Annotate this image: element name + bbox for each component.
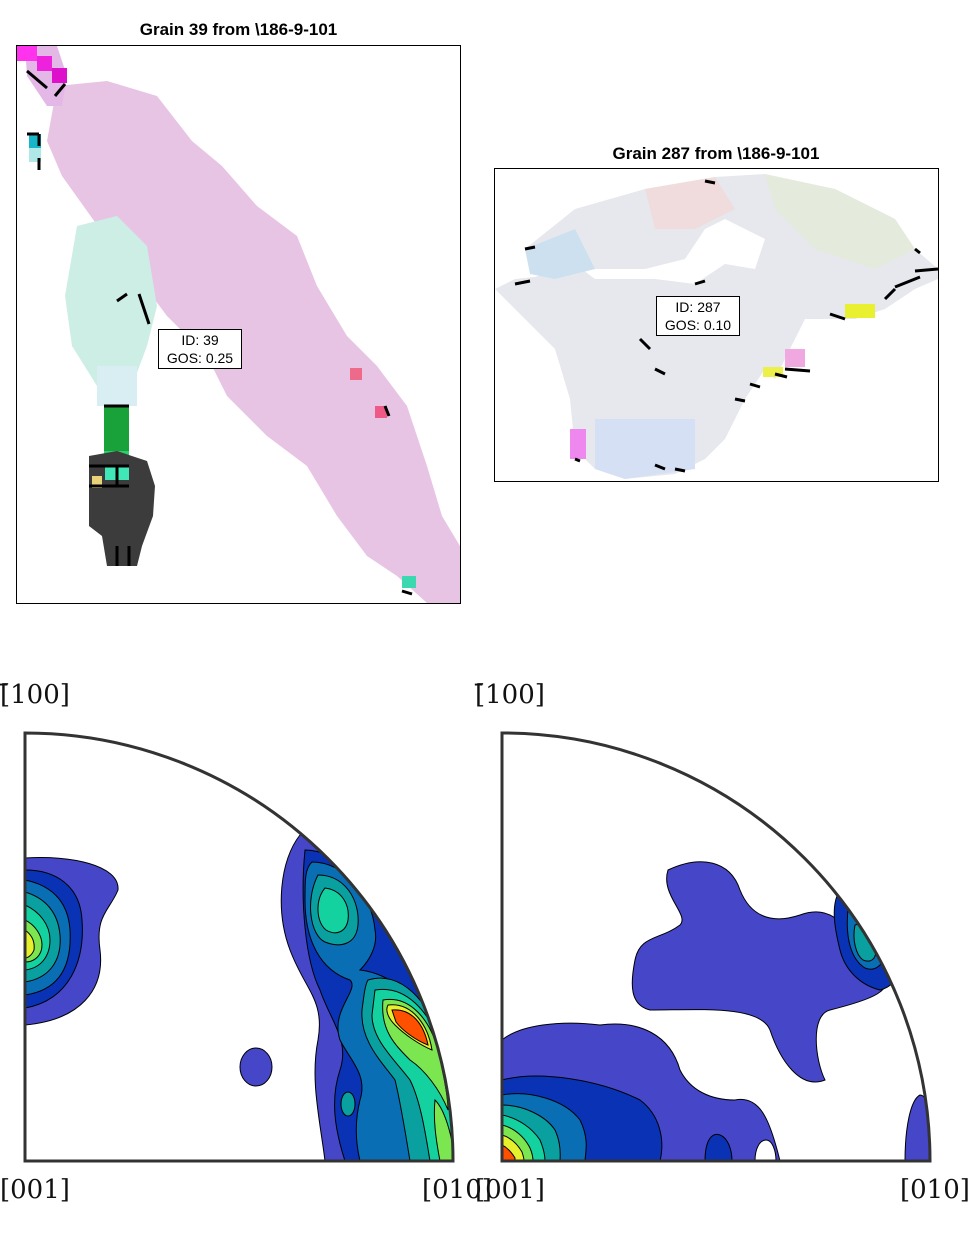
map-left-label-box: ID: 39 GOS: 0.25 — [158, 329, 242, 369]
ipf-left-label-bottom-left: [001] — [0, 1175, 70, 1205]
map-left-frame — [16, 45, 461, 604]
map-right-label-box: ID: 287 GOS: 0.10 — [656, 296, 740, 336]
grain-39-map — [17, 46, 460, 603]
map-left-gos: GOS: 0.25 — [166, 350, 234, 366]
map-right-id: ID: 287 — [675, 299, 721, 315]
grain-39-body — [47, 81, 460, 603]
map-left-title: Grain 39 from \186-9-101 — [139, 20, 338, 39]
ipf-right-label-top: [̄100] — [475, 680, 545, 710]
grain-39-tail — [65, 216, 157, 406]
map-left-id: ID: 39 — [181, 332, 219, 348]
ipf-left-contours — [25, 833, 453, 1161]
ipf-right-label-bottom-left: [001] — [475, 1175, 545, 1205]
ipf-left-label-bottom-right: [010] — [422, 1175, 492, 1205]
ipf-plots — [23, 731, 932, 1163]
map-right-gos: GOS: 0.10 — [664, 317, 732, 333]
ipf-left-boundary — [23, 731, 455, 1163]
map-right-title: Grain 287 from \186-9-101 — [612, 144, 820, 163]
ipf-right-boundary — [500, 731, 932, 1163]
ipf-left-label-top: [̄100] — [0, 680, 70, 710]
ipf-right-label-bottom-right: [010] — [900, 1175, 970, 1205]
ipf-right-contours — [502, 861, 930, 1161]
